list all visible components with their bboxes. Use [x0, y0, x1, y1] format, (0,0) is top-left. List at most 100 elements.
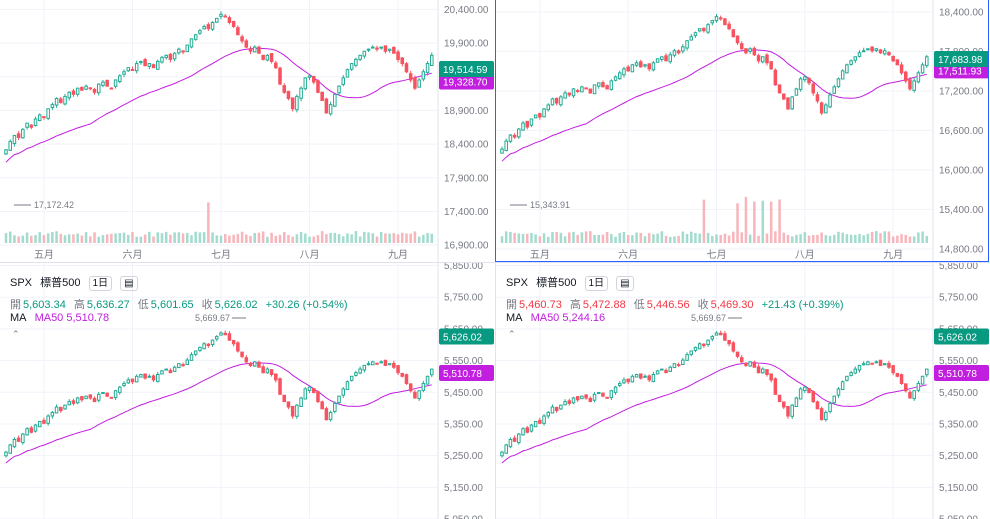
candle-body — [538, 113, 542, 118]
compare-icon[interactable]: ▤ — [120, 276, 138, 291]
candle-body — [769, 373, 773, 381]
volume-bar — [430, 233, 434, 243]
volume-bar — [55, 231, 58, 243]
candle-body — [404, 63, 409, 73]
volume-bar — [551, 231, 554, 243]
volume-bar — [59, 233, 63, 243]
candle-body — [362, 364, 367, 371]
candle-body — [546, 104, 551, 111]
candle-body — [16, 437, 21, 442]
compare-icon[interactable]: ▤ — [616, 276, 634, 291]
candle-body — [118, 386, 122, 393]
candle-body — [8, 444, 12, 454]
candle-body — [840, 381, 845, 390]
volume-bar — [63, 235, 67, 243]
candle-body — [575, 90, 580, 93]
candle-body — [333, 93, 337, 107]
volume-bar — [525, 233, 529, 243]
candle-body — [181, 364, 185, 367]
candle-body — [563, 401, 567, 406]
chart-pane-bottom-right[interactable]: 5,850.005,750.005,650.005,550.005,450.00… — [496, 263, 990, 519]
candle-body — [908, 79, 912, 90]
ma-legend[interactable]: MA MA50 5,510.78 — [10, 312, 114, 324]
candle-body — [316, 391, 320, 403]
candle-body — [718, 332, 723, 336]
volume-bar — [618, 232, 622, 243]
candle-body — [765, 369, 769, 375]
candle-body — [134, 375, 139, 383]
ma-legend[interactable]: MA MA50 5,244.16 — [506, 312, 610, 324]
candle-body — [16, 133, 21, 139]
volume-bar — [673, 236, 676, 243]
candle-body — [139, 60, 143, 64]
candle-body — [836, 78, 841, 88]
volume-bar — [668, 236, 672, 243]
volume-bar — [845, 234, 849, 243]
volume-bar — [820, 232, 823, 243]
candle-body — [832, 86, 837, 94]
volume-bar — [135, 236, 138, 243]
candle-body — [392, 362, 396, 368]
candle-body — [819, 102, 824, 114]
candle-body — [257, 46, 261, 54]
volume-bar — [409, 233, 412, 243]
candle-body — [533, 114, 538, 119]
candle-body — [622, 379, 626, 384]
candle-body — [727, 23, 731, 30]
candle-body — [866, 48, 870, 51]
y-tick-label: 5,050.00 — [939, 515, 978, 519]
candle-body — [311, 388, 316, 394]
candle-body — [33, 118, 38, 126]
candle-body — [261, 54, 265, 60]
volume-bar — [530, 232, 533, 243]
chart-pane-top-right[interactable]: 18,400.0017,800.0017,200.0016,600.0016,0… — [496, 0, 990, 262]
candle-body — [185, 359, 190, 365]
volume-bar — [538, 236, 542, 243]
volume-bar — [883, 231, 886, 243]
symbol-ticker[interactable]: SPX — [506, 277, 529, 289]
open-label: 開 — [506, 299, 517, 311]
candle-body — [274, 373, 278, 381]
volume-bar — [715, 234, 718, 243]
y-tick-label: 17,900.00 — [444, 173, 489, 184]
ohlc-readout: 開 5,460.73 高 5,472.88 低 5,446.56 收 5,469.30 … — [506, 296, 849, 312]
volume-bar — [647, 233, 651, 243]
collapse-chevron-icon[interactable]: ⌃ — [508, 329, 516, 339]
volume-bar — [597, 234, 600, 243]
volume-bar — [426, 233, 429, 243]
candle-body — [899, 64, 904, 74]
volume-bar — [790, 236, 794, 243]
volume-bar — [320, 231, 324, 243]
chart-pane-bottom-left[interactable]: 5,850.005,750.005,650.005,550.005,450.00… — [0, 263, 495, 519]
volume-bar — [93, 232, 96, 243]
chart-pane-top-left[interactable]: 20,400.0019,900.0019,400.0018,900.0018,4… — [0, 0, 495, 262]
volume-bar — [601, 234, 605, 243]
candle-body — [286, 90, 291, 99]
collapse-chevron-icon[interactable]: ⌃ — [12, 329, 20, 339]
candle-body — [554, 97, 559, 104]
candle-body — [819, 408, 824, 421]
volume-bar — [660, 231, 664, 243]
volume-bar — [504, 231, 508, 243]
candle-body — [278, 67, 282, 85]
pane-divider-horizontal[interactable] — [0, 262, 990, 263]
close-value: 5,626.02 — [214, 299, 258, 311]
volume-bar — [126, 234, 130, 243]
candle-body — [244, 40, 249, 48]
candle-body — [160, 56, 164, 63]
candle-body — [210, 21, 215, 30]
ma-value: MA50 5,510.78 — [34, 312, 110, 324]
pane-divider-vertical[interactable] — [495, 0, 496, 519]
candle-body — [231, 339, 236, 345]
candle-body — [739, 43, 744, 50]
candle-body — [874, 361, 879, 364]
candle-body — [521, 428, 525, 436]
interval-button[interactable]: 1日 — [584, 276, 609, 291]
volume-bar — [422, 234, 425, 243]
symbol-ticker[interactable]: SPX — [10, 277, 33, 289]
candle-body — [655, 58, 660, 63]
volume-bar — [219, 235, 223, 243]
x-tick-label: 七月 — [211, 249, 231, 261]
interval-button[interactable]: 1日 — [88, 276, 113, 291]
ma50-line — [5, 362, 432, 464]
